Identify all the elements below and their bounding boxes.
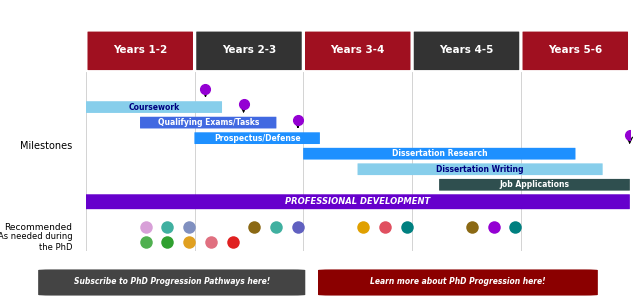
FancyBboxPatch shape	[197, 32, 301, 70]
FancyBboxPatch shape	[523, 32, 628, 70]
FancyBboxPatch shape	[303, 148, 576, 160]
Text: Years 4-5: Years 4-5	[439, 45, 494, 55]
Text: PROFESSIONAL DEVELOPMENT: PROFESSIONAL DEVELOPMENT	[285, 197, 431, 206]
Text: Dissertation Research: Dissertation Research	[392, 149, 487, 158]
FancyBboxPatch shape	[88, 32, 193, 70]
Text: Dissertation Writing: Dissertation Writing	[436, 165, 524, 174]
Text: Years 1-2: Years 1-2	[113, 45, 167, 55]
FancyBboxPatch shape	[195, 132, 320, 144]
FancyBboxPatch shape	[86, 101, 222, 113]
FancyBboxPatch shape	[414, 32, 519, 70]
Text: Qualifying Exams/Tasks: Qualifying Exams/Tasks	[158, 118, 259, 127]
Text: Job Applications: Job Applications	[499, 180, 569, 189]
Text: Years 3-4: Years 3-4	[331, 45, 385, 55]
Text: Years 2-3: Years 2-3	[222, 45, 276, 55]
Text: Subscribe to PhD Progression Pathways here!: Subscribe to PhD Progression Pathways he…	[74, 277, 270, 286]
FancyBboxPatch shape	[357, 163, 603, 175]
FancyBboxPatch shape	[305, 32, 410, 70]
Text: Years 5-6: Years 5-6	[548, 45, 602, 55]
Text: Milestones: Milestones	[20, 141, 73, 151]
Text: Learn more about PhD Progression here!: Learn more about PhD Progression here!	[370, 277, 546, 286]
FancyBboxPatch shape	[38, 269, 305, 295]
FancyBboxPatch shape	[439, 179, 630, 191]
Text: Coursework: Coursework	[128, 103, 179, 112]
FancyBboxPatch shape	[86, 194, 630, 209]
FancyBboxPatch shape	[140, 117, 277, 129]
Text: Recommended: Recommended	[4, 223, 73, 232]
Text: Prospectus/Defense: Prospectus/Defense	[214, 134, 300, 143]
FancyBboxPatch shape	[318, 269, 598, 295]
Text: As needed during
the PhD: As needed during the PhD	[0, 232, 73, 252]
